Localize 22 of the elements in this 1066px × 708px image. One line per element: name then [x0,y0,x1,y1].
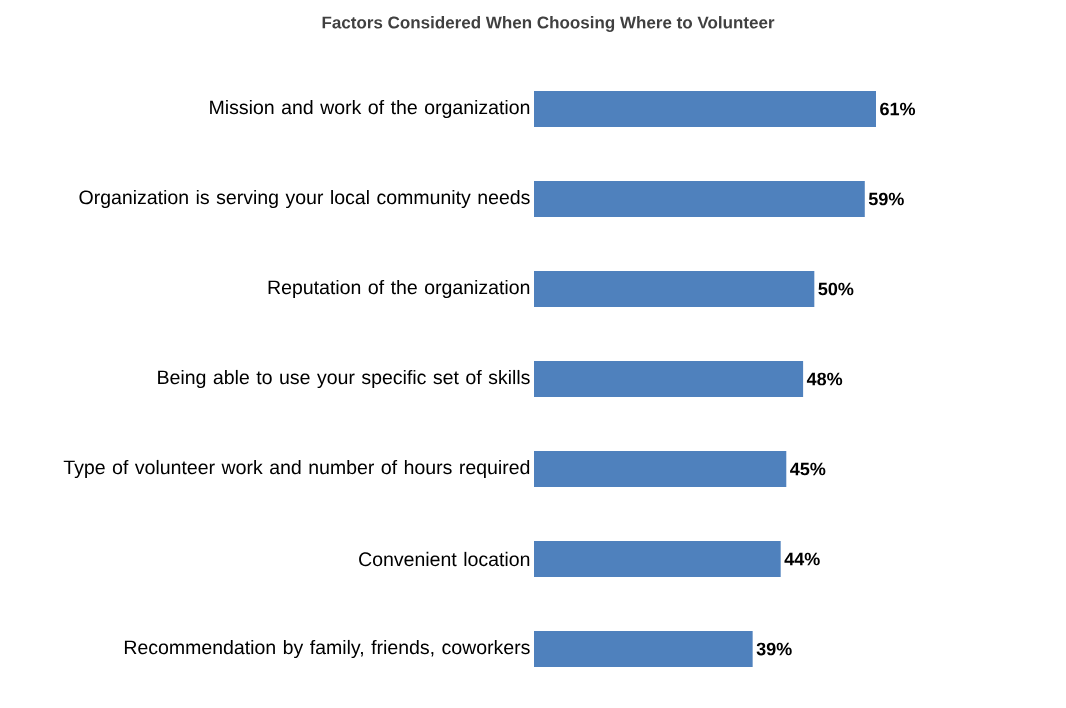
bar [534,271,815,308]
chart-title: Factors Considered When Choosing Where to Volunteer [322,16,775,32]
data-label: 61% [880,102,916,116]
y-tick-label: Being able to use your specific set of skills [158,369,530,389]
bar [534,181,865,218]
bar [534,631,753,668]
data-label: 50% [818,282,854,296]
y-tick-label: Organization is serving your local community needs [79,189,530,209]
bar [534,91,876,128]
data-label: 45% [790,462,826,476]
y-tick-label: Reputation of the organization [268,279,530,299]
y-tick-label: Type of volunteer work and number of hours required [63,459,530,479]
y-tick-label: Mission and work of the organization [210,99,530,119]
data-label: 39% [756,642,792,656]
y-tick-label: Convenient location [359,551,530,567]
data-label: 48% [806,372,843,386]
data-label: 59% [868,192,904,206]
data-label: 44% [784,552,820,566]
bar [534,451,787,488]
bar [534,541,781,578]
y-tick-label: Recommendation by family, friends, coworkers [124,639,530,659]
bar [534,361,804,398]
